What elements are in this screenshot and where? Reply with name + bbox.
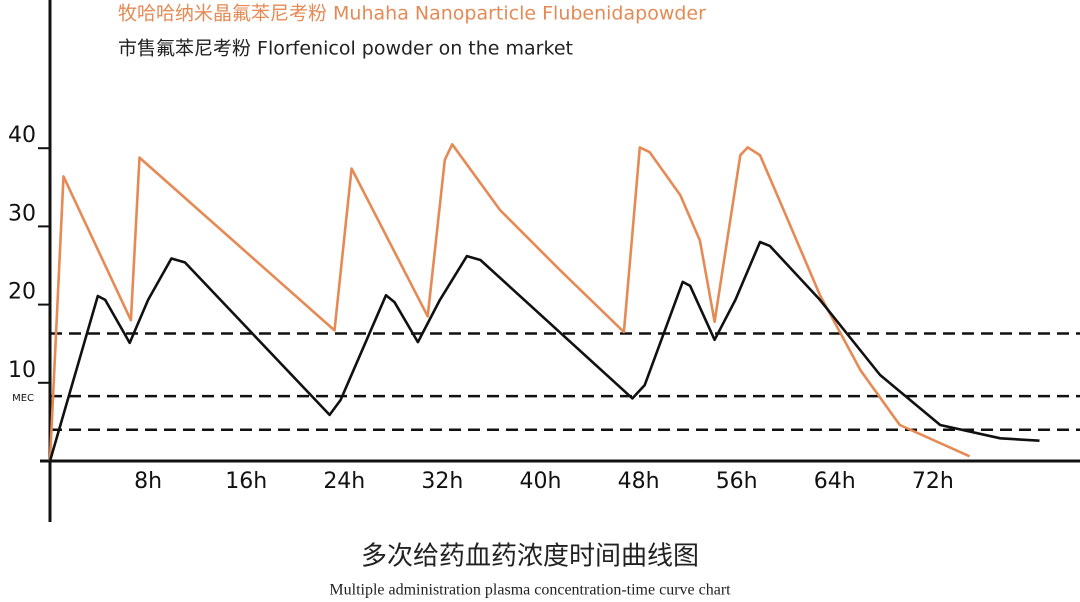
x-tick-label: 40h <box>520 469 562 494</box>
x-tick-label: 32h <box>421 469 463 494</box>
y-tick-label: 10 <box>8 358 36 383</box>
x-tick-label: 72h <box>912 469 954 494</box>
y-tick-label: 30 <box>8 201 36 226</box>
x-tick-label: 16h <box>225 469 267 494</box>
data-line <box>48 240 1040 462</box>
x-tick-label: 64h <box>814 469 856 494</box>
x-tick-label: 56h <box>716 469 758 494</box>
x-tick-label: 8h <box>134 469 162 494</box>
legend-label: 市售氟苯尼考粉 Florfenicol powder on the market <box>118 38 573 60</box>
legend-label: 牧哈哈纳米晶氟苯尼考粉 Muhaha Nanoparticle Flubenid… <box>118 3 706 25</box>
x-tick-label: 24h <box>323 469 365 494</box>
chart-subtitle: Multiple administration plasma concentra… <box>329 582 731 599</box>
y-tick-label: 40 <box>8 123 36 148</box>
y-tick-label: 20 <box>8 280 36 305</box>
chart-title: 多次给药血药浓度时间曲线图 <box>361 542 699 572</box>
x-tick-label: 48h <box>618 469 660 494</box>
data-line <box>48 143 971 462</box>
reference-label: MEC <box>12 393 34 404</box>
